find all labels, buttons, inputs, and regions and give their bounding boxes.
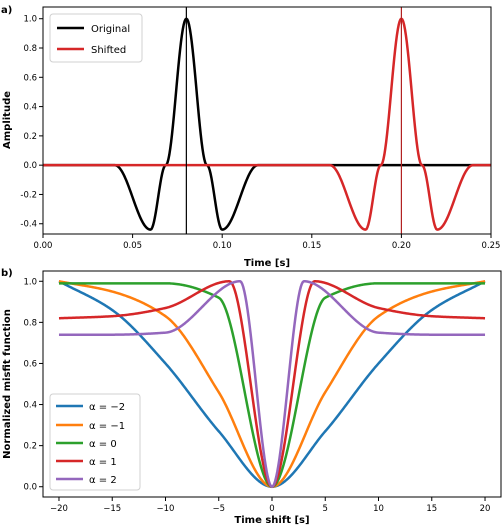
panel-a-x-axis-label: Time [s] bbox=[244, 258, 290, 269]
b-x-tick-label: 5 bbox=[323, 504, 328, 514]
legend-label-alpha-m2: α = −2 bbox=[89, 402, 125, 413]
panel-a-label: a) bbox=[1, 5, 12, 16]
series-line-alpha-2 bbox=[58, 280, 486, 489]
a-y-tick-label: 0.2 bbox=[23, 132, 37, 142]
b-y-tick-label: 0.0 bbox=[23, 483, 37, 493]
panel-a: a) 0.00 0.05 0.10 0.15 0.20 0.25 -0.4-0.20.00… bbox=[1, 5, 500, 269]
a-x-tick-label: 0.00 bbox=[34, 241, 53, 251]
b-x-tick-label: 10 bbox=[373, 504, 384, 514]
a-y-tick-label: 1.0 bbox=[23, 15, 37, 25]
panel-a-x-ticks: 0.00 0.05 0.10 0.15 0.20 0.25 bbox=[34, 234, 501, 251]
b-x-tick-label: −20 bbox=[50, 504, 68, 514]
b-x-tick-label: −5 bbox=[212, 504, 225, 514]
panel-a-y-ticks: -0.4 -0.2 0.0 0.2 0.4 0.6 0.8 1.0 bbox=[20, 15, 43, 230]
panel-b-x-axis-label: Time shift [s] bbox=[234, 515, 309, 526]
b-y-tick-label: 0.2 bbox=[23, 442, 37, 452]
b-x-tick-label: −10 bbox=[157, 504, 175, 514]
b-y-tick-label: 0.6 bbox=[23, 359, 37, 369]
a-x-tick-label: 0.20 bbox=[392, 241, 411, 251]
a-y-tick-label: -0.2 bbox=[20, 190, 37, 200]
panel-a-y-axis-label: Amplitude bbox=[2, 91, 13, 149]
panel-b-x-ticks: −20 −15 −10 −5 0 5 10 15 20 bbox=[50, 497, 490, 514]
legend-label-shifted: Shifted bbox=[91, 45, 126, 56]
a-x-tick-label: 0.10 bbox=[213, 241, 232, 251]
b-x-tick-label: 15 bbox=[426, 504, 437, 514]
b-y-tick-label: 0.4 bbox=[23, 401, 37, 411]
panel-b-legend-box bbox=[49, 393, 141, 491]
a-y-tick-label: -0.4 bbox=[20, 220, 37, 230]
panel-a-plot-area bbox=[43, 7, 491, 234]
a-y-tick-label: 0.4 bbox=[23, 103, 37, 113]
panel-b-legend: α = −2 α = −1 α = 0 α = 1 α = 2 bbox=[49, 393, 141, 491]
legend-label-alpha-m1: α = −1 bbox=[89, 421, 125, 432]
a-y-tick-label: 0.6 bbox=[23, 73, 37, 83]
b-y-tick-label: 0.8 bbox=[23, 318, 37, 328]
panel-b-label: b) bbox=[1, 268, 13, 279]
b-y-tick-label: 1.0 bbox=[23, 277, 37, 287]
legend-label-alpha-1: α = 1 bbox=[89, 457, 117, 468]
b-x-tick-label: 20 bbox=[480, 504, 491, 514]
b-x-tick-label: −15 bbox=[103, 504, 121, 514]
b-x-tick-label: 0 bbox=[269, 504, 274, 514]
panel-b-y-ticks: 0.0 0.2 0.4 0.6 0.8 1.0 bbox=[23, 277, 43, 493]
panel-b-y-axis-label: Normalized misfit function bbox=[2, 309, 13, 459]
panel-b: b) −20 −15 −10 −5 0 5 10 15 20 0.0 0.2 0.4 0.6 0.8 1.… bbox=[1, 268, 502, 526]
panel-a-axes-frame bbox=[42, 6, 492, 235]
a-y-tick-label: 0.0 bbox=[23, 161, 37, 171]
a-y-tick-label: 0.8 bbox=[23, 44, 37, 54]
series-line-shifted bbox=[43, 17, 491, 231]
a-x-tick-label: 0.25 bbox=[482, 241, 501, 251]
a-x-tick-label: 0.15 bbox=[302, 241, 321, 251]
legend-label-original: Original bbox=[91, 24, 130, 35]
a-x-tick-label: 0.05 bbox=[123, 241, 142, 251]
panel-a-legend: Original Shifted bbox=[49, 13, 143, 63]
panel-b-plot-area bbox=[58, 280, 486, 489]
legend-label-alpha-0: α = 0 bbox=[89, 439, 117, 450]
legend-label-alpha-2: α = 2 bbox=[89, 475, 117, 486]
